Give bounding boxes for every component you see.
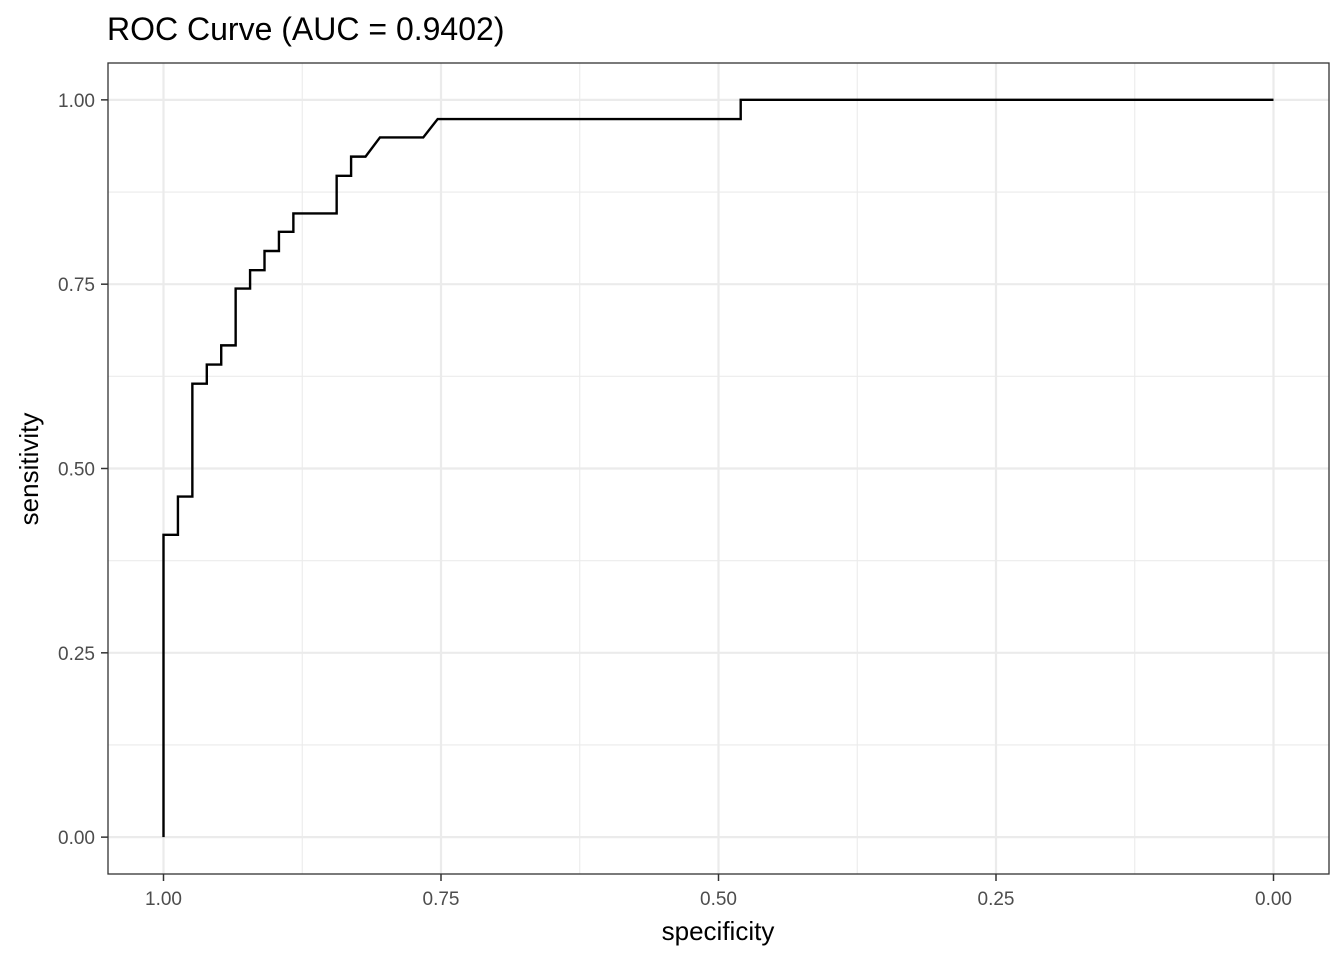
x-axis-title: specificity (662, 916, 775, 946)
y-tick-label: 1.00 (58, 91, 95, 112)
x-tick-label: 0.25 (978, 889, 1015, 910)
y-tick-label: 0.75 (58, 275, 95, 296)
axis-ticks: 1.00 0.75 0.50 0.25 0.00 0.00 0.25 0.50 0.75 1.00 (58, 91, 1292, 910)
x-tick-label: 1.00 (145, 889, 182, 910)
y-tick-label: 0.25 (58, 644, 95, 665)
roc-curve (162, 98, 1274, 838)
grid (108, 63, 1329, 874)
chart-title: ROC Curve (AUC = 0.9402) (107, 11, 504, 47)
roc-curve-line (162, 98, 1274, 838)
y-axis-title: sensitivity (14, 413, 44, 526)
y-tick-label: 0.00 (58, 828, 95, 849)
x-tick-label: 0.50 (700, 889, 737, 910)
x-tick-label: 0.00 (1255, 889, 1292, 910)
y-tick-label: 0.50 (58, 460, 95, 481)
x-tick-label: 0.75 (423, 889, 460, 910)
